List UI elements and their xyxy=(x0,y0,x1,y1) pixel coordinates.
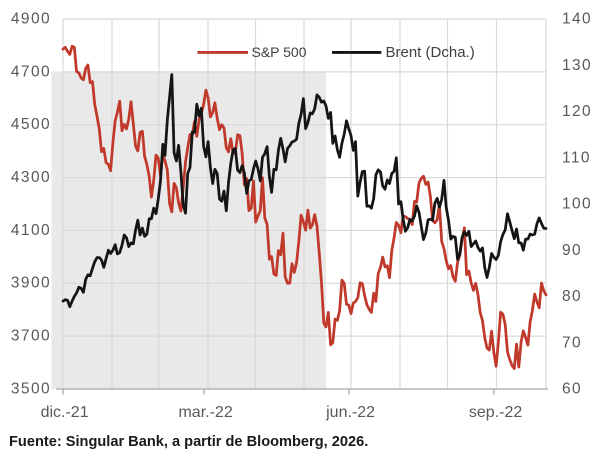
svg-text:60: 60 xyxy=(562,381,582,398)
svg-text:70: 70 xyxy=(562,334,582,351)
svg-text:80: 80 xyxy=(562,288,582,305)
svg-text:4700: 4700 xyxy=(11,63,51,80)
svg-text:3900: 3900 xyxy=(11,275,51,292)
svg-text:sep.-22: sep.-22 xyxy=(469,404,522,421)
svg-text:4900: 4900 xyxy=(11,10,51,27)
svg-text:100: 100 xyxy=(562,196,592,213)
svg-text:4100: 4100 xyxy=(11,222,51,239)
svg-text:3700: 3700 xyxy=(11,328,51,345)
svg-text:3500: 3500 xyxy=(11,380,51,397)
svg-text:140: 140 xyxy=(562,11,592,28)
svg-text:130: 130 xyxy=(562,57,592,74)
svg-text:jun.-22: jun.-22 xyxy=(325,404,375,421)
svg-text:Fuente: Singular Bank, a parti: Fuente: Singular Bank, a partir de Bloom… xyxy=(9,434,368,450)
svg-text:Brent (Dcha.): Brent (Dcha.) xyxy=(386,44,475,61)
svg-text:dic.-21: dic.-21 xyxy=(41,404,89,421)
svg-text:110: 110 xyxy=(562,149,591,166)
svg-text:4300: 4300 xyxy=(11,169,51,186)
svg-text:S&P 500: S&P 500 xyxy=(252,44,307,60)
svg-text:90: 90 xyxy=(562,242,582,259)
svg-text:120: 120 xyxy=(562,103,592,120)
svg-text:mar.-22: mar.-22 xyxy=(178,404,232,421)
svg-text:4500: 4500 xyxy=(11,116,51,133)
